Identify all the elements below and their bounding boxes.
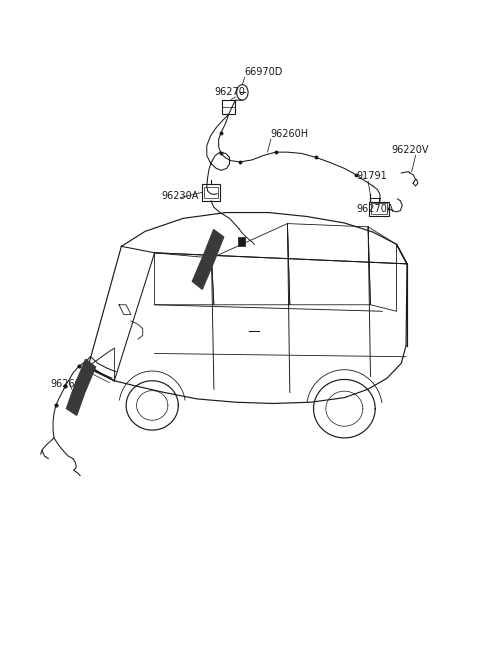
Bar xyxy=(369,202,389,215)
Polygon shape xyxy=(192,230,224,290)
Text: 66970D: 66970D xyxy=(245,67,283,77)
Text: 96260J: 96260J xyxy=(50,379,84,389)
Polygon shape xyxy=(66,360,96,415)
Bar xyxy=(204,187,218,198)
Bar xyxy=(238,237,245,246)
Text: 91791: 91791 xyxy=(356,172,387,181)
Text: 96220V: 96220V xyxy=(392,145,429,155)
Bar xyxy=(222,100,235,115)
Text: 96260H: 96260H xyxy=(271,129,309,139)
Text: 96270: 96270 xyxy=(214,87,245,97)
Bar xyxy=(372,204,386,214)
Bar xyxy=(202,184,220,201)
Text: 96230A: 96230A xyxy=(162,191,199,201)
Text: 96270A: 96270A xyxy=(356,204,394,214)
